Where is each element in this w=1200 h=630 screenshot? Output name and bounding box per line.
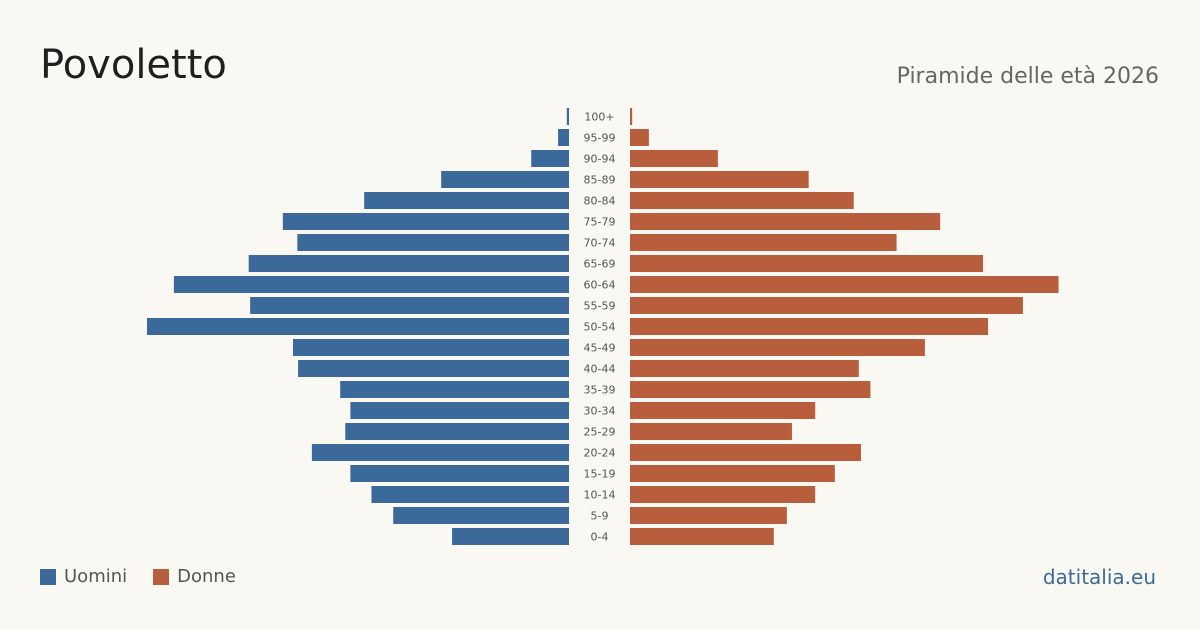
legend-swatch-women bbox=[153, 568, 170, 585]
bar-men-25-29 bbox=[345, 423, 569, 440]
legend-label-women: Donne bbox=[177, 566, 236, 587]
legend: Uomini Donne bbox=[40, 566, 262, 587]
age-label-0-4: 0-4 bbox=[591, 531, 609, 544]
age-label-30-34: 30-34 bbox=[584, 405, 616, 418]
bar-men-20-24 bbox=[311, 444, 569, 461]
bar-men-35-39 bbox=[340, 381, 569, 398]
age-label-35-39: 35-39 bbox=[584, 384, 616, 397]
age-label-80-84: 80-84 bbox=[584, 195, 616, 208]
age-label-65-69: 65-69 bbox=[584, 258, 616, 271]
bar-women-35-39 bbox=[630, 381, 871, 398]
bar-women-80-84 bbox=[630, 192, 854, 209]
bar-women-90-94 bbox=[630, 150, 718, 167]
bar-men-70-74 bbox=[297, 234, 569, 251]
age-label-55-59: 55-59 bbox=[584, 300, 616, 313]
bar-men-10-14 bbox=[371, 486, 569, 503]
bar-women-95-99 bbox=[630, 129, 649, 146]
bar-men-55-59 bbox=[250, 297, 570, 314]
bar-men-50-54 bbox=[147, 318, 569, 335]
bar-women-60-64 bbox=[630, 276, 1059, 293]
age-label-90-94: 90-94 bbox=[584, 153, 616, 166]
age-label-60-64: 60-64 bbox=[584, 279, 616, 292]
bar-men-0-4 bbox=[452, 528, 569, 545]
bar-women-20-24 bbox=[630, 444, 861, 461]
bar-women-50-54 bbox=[630, 318, 989, 335]
bar-women-45-49 bbox=[630, 339, 925, 356]
bar-women-40-44 bbox=[630, 360, 859, 377]
legend-item-women: Donne bbox=[153, 566, 236, 587]
bar-women-25-29 bbox=[630, 423, 792, 440]
bar-men-75-79 bbox=[282, 213, 569, 230]
bar-men-40-44 bbox=[298, 360, 569, 377]
legend-swatch-men bbox=[40, 568, 56, 585]
bar-men-60-64 bbox=[173, 276, 569, 293]
bar-men-95-99 bbox=[558, 129, 569, 146]
bar-women-5-9 bbox=[630, 507, 787, 524]
bar-women-70-74 bbox=[630, 234, 897, 251]
bar-men-90-94 bbox=[531, 150, 569, 167]
bar-women-30-34 bbox=[630, 402, 816, 419]
bar-women-100+ bbox=[630, 108, 633, 125]
age-label-75-79: 75-79 bbox=[584, 216, 616, 229]
chart-subtitle: Piramide delle età 2026 bbox=[896, 64, 1159, 89]
age-label-10-14: 10-14 bbox=[584, 489, 616, 502]
bar-men-5-9 bbox=[393, 507, 569, 524]
bar-men-100+ bbox=[566, 108, 569, 125]
age-label-100+: 100+ bbox=[584, 111, 614, 124]
age-label-40-44: 40-44 bbox=[584, 363, 616, 376]
brand-link[interactable]: datitalia.eu bbox=[1042, 565, 1156, 589]
age-label-5-9: 5-9 bbox=[591, 510, 609, 523]
age-label-15-19: 15-19 bbox=[584, 468, 616, 481]
bar-men-85-89 bbox=[441, 171, 569, 188]
bar-men-65-69 bbox=[248, 255, 569, 272]
bar-women-0-4 bbox=[630, 528, 774, 545]
bar-women-85-89 bbox=[630, 171, 809, 188]
age-label-70-74: 70-74 bbox=[584, 237, 616, 250]
bar-men-45-49 bbox=[292, 339, 569, 356]
chart-title: Povoletto bbox=[40, 42, 227, 88]
legend-label-men: Uomini bbox=[64, 566, 128, 587]
bar-men-15-19 bbox=[350, 465, 569, 482]
age-label-45-49: 45-49 bbox=[584, 342, 616, 355]
legend-item-men: Uomini bbox=[40, 566, 127, 587]
age-label-85-89: 85-89 bbox=[584, 174, 616, 187]
bar-women-55-59 bbox=[630, 297, 1023, 314]
bar-women-75-79 bbox=[630, 213, 941, 230]
bar-men-30-34 bbox=[350, 402, 569, 419]
bar-women-10-14 bbox=[630, 486, 816, 503]
bar-women-65-69 bbox=[630, 255, 983, 272]
bar-men-80-84 bbox=[364, 192, 569, 209]
age-label-50-54: 50-54 bbox=[584, 321, 616, 334]
bar-women-15-19 bbox=[630, 465, 835, 482]
age-label-95-99: 95-99 bbox=[584, 132, 616, 145]
age-label-20-24: 20-24 bbox=[584, 447, 616, 460]
age-label-25-29: 25-29 bbox=[584, 426, 616, 439]
